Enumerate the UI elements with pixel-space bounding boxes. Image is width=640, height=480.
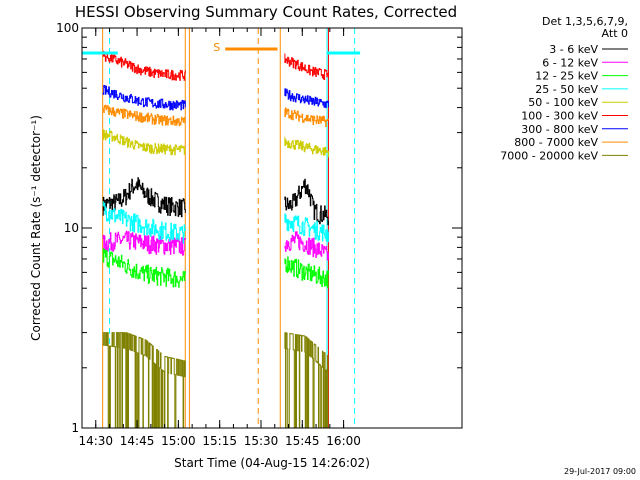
series-trace-4-1 xyxy=(284,136,329,158)
series-trace-6-0 xyxy=(102,85,186,111)
series-trace-3-0 xyxy=(102,201,186,244)
series-trace-1-1 xyxy=(284,231,329,261)
x-tick-label-5: 15:45 xyxy=(285,434,320,448)
series-trace-8-0 xyxy=(102,332,186,429)
series-trace-7-1 xyxy=(284,107,329,128)
x-tick-label-0: 14:30 xyxy=(78,434,113,448)
legend-label-4: 50 - 100 keV xyxy=(528,96,598,109)
series-trace-3-1 xyxy=(284,213,329,243)
x-tick-label-2: 15:00 xyxy=(161,434,196,448)
series-trace-7-0 xyxy=(102,104,186,127)
series-trace-0-0 xyxy=(102,177,186,218)
legend-label-5: 100 - 300 keV xyxy=(521,110,598,123)
series-trace-2-0 xyxy=(102,248,186,288)
series-trace-5-0 xyxy=(102,50,186,81)
legend-label-0: 3 - 6 keV xyxy=(549,43,598,56)
x-tick-label-3: 15:15 xyxy=(202,434,237,448)
level-bars: S xyxy=(82,41,361,55)
legend-label-8: 7000 - 20000 keV xyxy=(500,149,598,162)
x-axis-ticks: 14:30 14:45 15:00 15:15 15:30 15:45 16:00 xyxy=(78,28,361,448)
series-trace-0-1 xyxy=(284,178,329,226)
x-tick-label-1: 14:45 xyxy=(120,434,155,448)
series-trace-4-0 xyxy=(102,129,186,156)
legend-header-line-1: Det 1,3,5,6,7,9, xyxy=(542,15,628,28)
legend-label-1: 6 - 12 keV xyxy=(542,56,598,69)
y-axis-ticks: 1 10 100 xyxy=(56,21,462,435)
x-tick-label-6: 16:00 xyxy=(326,434,361,448)
legend-label-2: 12 - 25 keV xyxy=(535,70,598,83)
y-tick-label-2: 100 xyxy=(56,21,79,35)
chart-title: HESSI Observing Summary Count Rates, Cor… xyxy=(75,3,457,21)
series-trace-6-1 xyxy=(284,88,329,109)
y-tick-label-1: 10 xyxy=(64,221,79,235)
x-axis-label: Start Time (04-Aug-15 14:26:02) xyxy=(174,456,370,470)
series-trace-1-0 xyxy=(102,230,186,256)
series-layer xyxy=(102,50,329,429)
legend-label-7: 800 - 7000 keV xyxy=(514,136,598,149)
legend-label-6: 300 - 800 keV xyxy=(521,123,598,136)
y-axis-label: Corrected Count Rate (s⁻¹ detector⁻¹) xyxy=(29,115,43,341)
footer-date: 29-Jul-2017 09:00 xyxy=(564,467,636,476)
series-trace-5-1 xyxy=(284,53,329,80)
saa-label: S xyxy=(213,41,220,54)
legend-label-3: 25 - 50 keV xyxy=(535,83,598,96)
x-tick-label-4: 15:30 xyxy=(244,434,279,448)
y-tick-label-0: 1 xyxy=(71,421,79,435)
legend-header-line-2: Att 0 xyxy=(602,27,628,40)
series-trace-2-1 xyxy=(284,256,329,289)
